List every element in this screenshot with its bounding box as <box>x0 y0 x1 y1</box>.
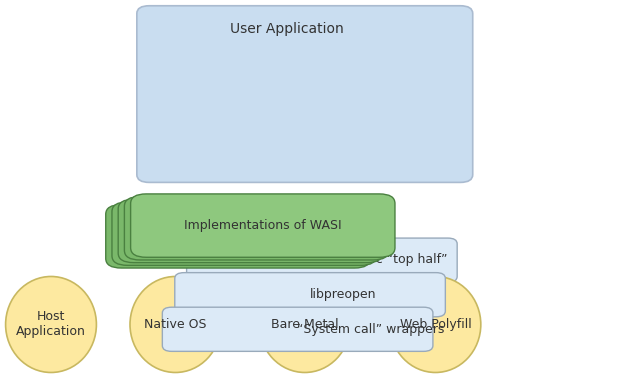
FancyBboxPatch shape <box>118 199 383 263</box>
FancyBboxPatch shape <box>175 273 445 317</box>
Text: Web Polyfill: Web Polyfill <box>399 318 471 331</box>
FancyBboxPatch shape <box>131 194 395 257</box>
Text: Bare Metal: Bare Metal <box>271 318 338 331</box>
FancyBboxPatch shape <box>137 6 473 182</box>
Ellipse shape <box>390 276 481 372</box>
Ellipse shape <box>130 276 221 372</box>
Text: libpreopen: libpreopen <box>310 288 376 301</box>
Text: Native OS: Native OS <box>144 318 207 331</box>
Text: MUSL libc “top half”: MUSL libc “top half” <box>322 253 447 266</box>
FancyBboxPatch shape <box>124 197 389 260</box>
Ellipse shape <box>6 276 96 372</box>
Text: User Application: User Application <box>230 22 344 36</box>
Text: “System call” wrappers: “System call” wrappers <box>297 323 445 336</box>
Text: Implementations of WASI: Implementations of WASI <box>183 219 341 232</box>
Ellipse shape <box>259 276 350 372</box>
FancyBboxPatch shape <box>162 307 433 351</box>
FancyBboxPatch shape <box>106 205 370 268</box>
FancyBboxPatch shape <box>112 202 376 265</box>
Text: Host
Application: Host Application <box>16 311 86 338</box>
FancyBboxPatch shape <box>187 238 457 282</box>
